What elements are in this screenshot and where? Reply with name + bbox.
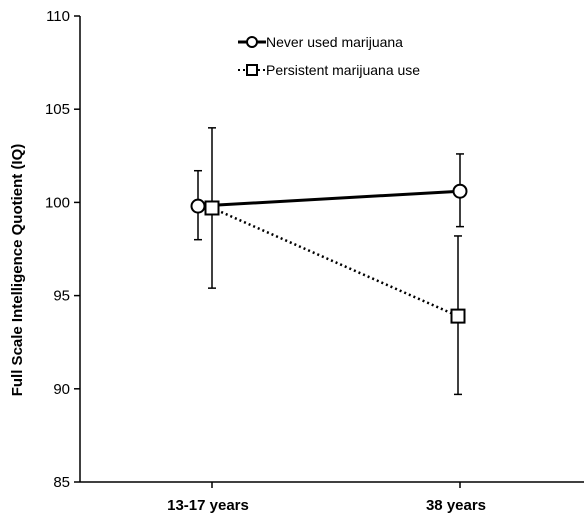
- y-axis-title: Full Scale Intelligence Quotient (IQ): [9, 144, 26, 397]
- data-point-circle: [452, 183, 468, 199]
- series-line: [197, 189, 461, 208]
- x-tick-label: 38 years: [426, 497, 486, 514]
- axes: 85 90 95 100 105 110 13-17 years 38 years: [45, 8, 584, 514]
- y-tick-label: 105: [45, 101, 70, 118]
- y-tick-label: 90: [53, 381, 70, 398]
- y-tick-label: 95: [53, 288, 70, 305]
- legend-marker-circle: [246, 36, 258, 48]
- y-tick-label: 110: [46, 8, 70, 25]
- series-never-used: [190, 153, 468, 241]
- legend-item: Persistent marijuana use: [238, 62, 420, 78]
- data-point-circle: [190, 198, 206, 214]
- series-layer: [190, 127, 468, 396]
- y-tick-label: 85: [53, 474, 70, 491]
- series-persistent-use: [204, 127, 466, 396]
- series-line: [211, 206, 459, 318]
- data-point-square: [450, 308, 466, 324]
- legend-label: Persistent marijuana use: [266, 62, 420, 78]
- legend-item: Never used marijuana: [238, 34, 403, 50]
- data-point-square: [204, 200, 220, 216]
- legend-marker-square: [246, 64, 258, 76]
- legend: Never used marijuana Persistent marijuana…: [238, 34, 420, 78]
- legend-label: Never used marijuana: [266, 34, 403, 50]
- y-tick-label: 100: [45, 194, 70, 211]
- x-tick-label: 13-17 years: [167, 497, 249, 514]
